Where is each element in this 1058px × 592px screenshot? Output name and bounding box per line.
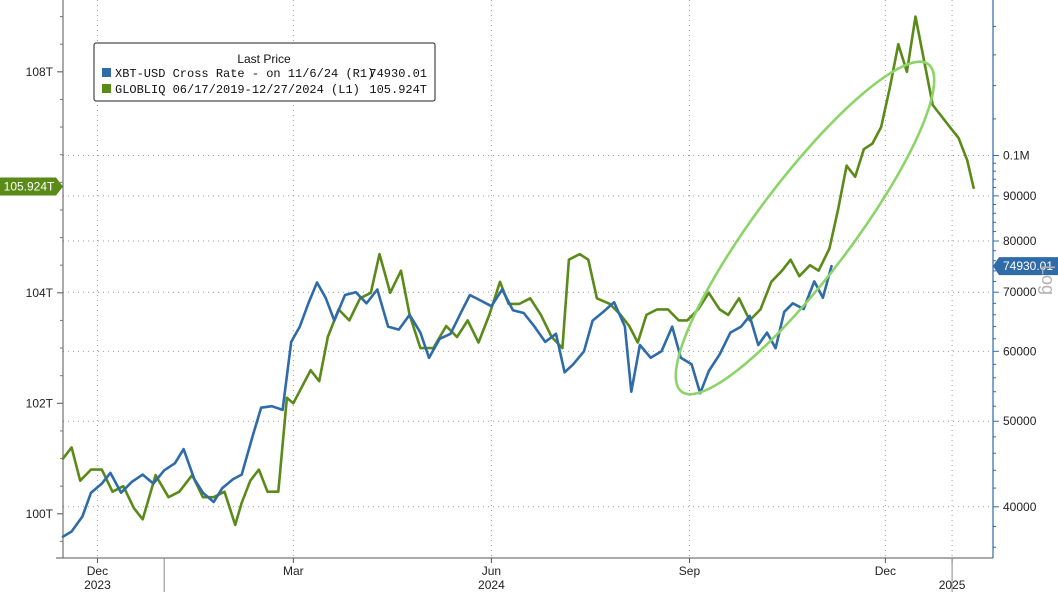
highlight-ellipse [674,60,936,396]
series-line-globliq [61,15,975,527]
x-tick-label-month: Dec [87,564,108,578]
last-value-tag-left [0,177,63,196]
x-tick-label-year: 2023 [84,578,111,592]
y-right-tick-label: 90000 [1003,189,1037,203]
legend-entry-globliq-label: GLOBLIQ 06/17/2019-12/27/2024 (L1) [115,83,360,97]
x-tick-label-month: Sep [679,564,701,578]
legend-swatch-xbt [102,68,111,77]
y-right-tick-label: 80000 [1003,234,1037,248]
legend-entry-xbt-value: 74930.01 [369,67,427,81]
legend-title: Last Price [237,52,291,66]
legend-entry-xbt-label: XBT-USD Cross Rate - on 11/6/24 (R1) [115,67,374,81]
y-right-tick-label: 0.1M [1003,148,1030,162]
y-left-tick-label: 102T [26,396,54,410]
y-left-tick-label: 100T [26,507,54,521]
y-left-tick-label: 104T [26,286,54,300]
right-axis-scale-label: Log [1038,265,1058,295]
legend-box [93,42,436,102]
last-value-tag-right-label: 74930.01 [1003,259,1053,273]
y-right-tick-label: 50000 [1003,414,1037,428]
legend-entry-globliq-value: 105.924T [369,83,427,97]
x-tick-label-month: Jun [482,564,501,578]
y-right-tick-label: 60000 [1003,344,1037,358]
legend-swatch-globliq [102,84,111,93]
last-value-tag-left-label: 105.924T [4,180,55,194]
series-layer [61,15,975,538]
last-value-tags: 105.924T 74930.01 [0,177,1058,276]
y-right-tick-label: 70000 [1003,285,1037,299]
x-tick-label-year: 2024 [478,578,505,592]
y-left-tick-label: 108T [26,65,54,79]
x-tick-label-month: Mar [283,564,304,578]
last-value-tag-right [993,257,1058,276]
legend: Last Price XBT-USD Cross Rate - on 11/6/… [93,42,436,102]
series-line-xbt [61,264,833,538]
x-tick-label-month: Dec [875,564,896,578]
y-right-tick-label: 40000 [1003,500,1037,514]
grid-layer [63,0,993,558]
